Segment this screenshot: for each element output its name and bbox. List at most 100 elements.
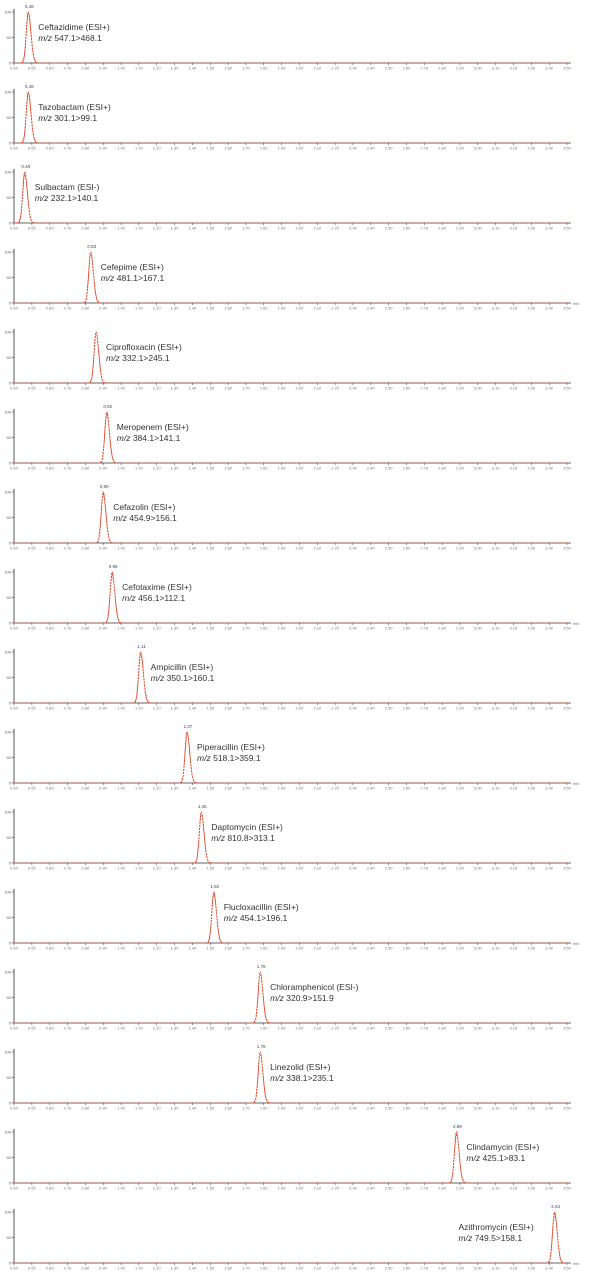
x-tick-label: 1.10 bbox=[135, 1106, 144, 1111]
compound-name: Cefepime (ESI+) bbox=[100, 262, 164, 272]
x-tick-label: 2.00 bbox=[296, 226, 305, 231]
y-tick-label: 100 bbox=[4, 730, 11, 735]
compound-label: Flucloxacillin (ESI+) m/z 454.1>196.1 bbox=[224, 902, 299, 924]
y-tick-label: 50 bbox=[7, 195, 12, 200]
x-tick-label: 2.20 bbox=[331, 146, 340, 151]
x-tick-label: 1.50 bbox=[206, 706, 215, 711]
x-tick-label: 3.20 bbox=[510, 546, 519, 551]
chromatogram-svg: 0 50 100 0.40 0.50 0.60 0.70 0.80 0.90 1.00 1.10 1.… bbox=[4, 564, 579, 631]
x-tick-label: 3.50 bbox=[563, 946, 572, 951]
x-tick-label: 3.00 bbox=[474, 1026, 483, 1031]
y-tick-label: 50 bbox=[7, 995, 12, 1000]
chromatogram-svg: 0 50 100 0.40 0.50 0.60 0.70 0.80 0.90 1.00 1.10 1.… bbox=[4, 1204, 579, 1271]
x-tick-label: 1.00 bbox=[117, 786, 126, 791]
x-tick-label: 0.70 bbox=[64, 626, 73, 631]
x-tick-label: 3.50 bbox=[563, 1026, 572, 1031]
y-tick-label: 0 bbox=[9, 541, 12, 546]
compound-label: Ciprofloxacin (ESI+) m/z 332.1>245.1 bbox=[106, 342, 182, 364]
x-tick-label: 2.90 bbox=[456, 146, 465, 151]
x-tick-label: 1.80 bbox=[260, 786, 269, 791]
x-tick-label: 0.70 bbox=[64, 866, 73, 871]
x-tick-label: 2.10 bbox=[313, 626, 322, 631]
compound-label: Ceftazidime (ESI+) m/z 547.1>468.1 bbox=[38, 22, 110, 44]
chromatogram-svg: 0 50 100 0.40 0.50 0.60 0.70 0.80 0.90 1.00 1.10 1.… bbox=[4, 724, 579, 791]
x-tick-label: 2.00 bbox=[296, 1186, 305, 1191]
x-tick-label: 1.70 bbox=[242, 146, 251, 151]
x-tick-label: 3.50 bbox=[563, 1106, 572, 1111]
x-tick-label: 1.30 bbox=[171, 546, 180, 551]
x-tick-label: 2.50 bbox=[385, 1186, 394, 1191]
transition-line: m/z 301.1>99.1 bbox=[38, 113, 111, 124]
x-tick-label: 0.50 bbox=[28, 466, 37, 471]
x-tick-label: 0.90 bbox=[99, 546, 108, 551]
y-tick-label: 0 bbox=[9, 1261, 12, 1266]
x-tick-label: 1.50 bbox=[206, 146, 215, 151]
chromatogram-panel: 0 50 100 0.40 0.50 0.60 0.70 0.80 0.90 1.00 1.10 1.… bbox=[0, 720, 592, 800]
x-tick-label: 1.00 bbox=[117, 1106, 126, 1111]
y-tick-label: 50 bbox=[7, 275, 12, 280]
x-tick-label: 0.60 bbox=[46, 946, 55, 951]
mz-prefix: m/z bbox=[113, 513, 127, 523]
x-tick-label: 3.40 bbox=[545, 386, 554, 391]
x-tick-label: 1.50 bbox=[206, 946, 215, 951]
x-tick-label: 0.50 bbox=[28, 1106, 37, 1111]
compound-name: Meropenem (ESI+) bbox=[116, 422, 189, 432]
x-tick-label: 2.20 bbox=[331, 226, 340, 231]
compound-name: Sulbactam (ESI-) bbox=[34, 182, 100, 192]
chromatogram-panel: 0 50 100 0.40 0.50 0.60 0.70 0.80 0.90 1.00 1.10 1.… bbox=[0, 640, 592, 720]
x-tick-label: 0.40 bbox=[10, 1186, 19, 1191]
x-tick-label: 1.90 bbox=[278, 146, 287, 151]
x-tick-label: 2.70 bbox=[420, 706, 429, 711]
x-tick-label: 2.20 bbox=[331, 466, 340, 471]
x-tick-label: 0.90 bbox=[99, 626, 108, 631]
x-tick-label: 3.10 bbox=[492, 466, 501, 471]
x-tick-label: 2.30 bbox=[349, 386, 358, 391]
x-tick-label: 2.80 bbox=[438, 626, 447, 631]
x-tick-label: 3.20 bbox=[510, 1026, 519, 1031]
x-tick-label: 3.40 bbox=[545, 786, 554, 791]
x-tick-label: 0.80 bbox=[81, 546, 90, 551]
x-tick-label: 3.00 bbox=[474, 306, 483, 311]
x-tick-label: 3.10 bbox=[492, 946, 501, 951]
mrm-transition: 547.1>468.1 bbox=[51, 33, 102, 43]
y-tick-label: 100 bbox=[4, 170, 11, 175]
x-tick-label: 3.00 bbox=[474, 1106, 483, 1111]
peak-rt-label: 1.52 bbox=[210, 884, 219, 889]
x-tick-label: 1.80 bbox=[260, 1186, 269, 1191]
chromatogram-peak bbox=[545, 1211, 564, 1264]
x-tick-label: 0.60 bbox=[46, 306, 55, 311]
x-tick-label: 0.80 bbox=[81, 1186, 90, 1191]
x-tick-label: 1.60 bbox=[224, 786, 233, 791]
x-tick-label: 1.00 bbox=[117, 1266, 126, 1271]
x-tick-label: 1.70 bbox=[242, 1106, 251, 1111]
x-tick-label: 0.70 bbox=[64, 386, 73, 391]
x-tick-label: 0.60 bbox=[46, 146, 55, 151]
x-tick-label: 1.80 bbox=[260, 626, 269, 631]
x-tick-label: 2.40 bbox=[367, 946, 376, 951]
x-tick-label: 3.00 bbox=[474, 1186, 483, 1191]
x-tick-label: 2.50 bbox=[385, 146, 394, 151]
x-tick-label: 0.50 bbox=[28, 706, 37, 711]
x-tick-label: 2.20 bbox=[331, 1186, 340, 1191]
x-tick-label: 3.00 bbox=[474, 466, 483, 471]
x-tick-label: 0.60 bbox=[46, 706, 55, 711]
x-tick-label: 1.20 bbox=[153, 1106, 162, 1111]
x-tick-label: 1.90 bbox=[278, 546, 287, 551]
y-tick-label: 50 bbox=[7, 835, 12, 840]
x-tick-label: 1.20 bbox=[153, 1186, 162, 1191]
x-tick-label: 1.20 bbox=[153, 306, 162, 311]
compound-name: Piperacillin (ESI+) bbox=[197, 742, 265, 752]
trace-baseline bbox=[14, 493, 567, 544]
trace-baseline bbox=[14, 893, 567, 944]
x-tick-label: 1.30 bbox=[171, 1186, 180, 1191]
x-tick-label: 2.50 bbox=[385, 626, 394, 631]
chromatogram-panel: 0 50 100 0.40 0.50 0.60 0.70 0.80 0.90 1.00 1.10 1.… bbox=[0, 240, 592, 320]
x-tick-label: 0.60 bbox=[46, 626, 55, 631]
chromatogram-peak bbox=[94, 491, 113, 544]
x-tick-label: 3.00 bbox=[474, 146, 483, 151]
chromatogram-panel: 0 50 100 0.40 0.50 0.60 0.70 0.80 0.90 1.00 1.10 1.… bbox=[0, 880, 592, 960]
x-tick-label: 1.30 bbox=[171, 626, 180, 631]
x-tick-label: 0.60 bbox=[46, 226, 55, 231]
x-tick-label: 3.10 bbox=[492, 866, 501, 871]
mz-prefix: m/z bbox=[116, 433, 131, 443]
